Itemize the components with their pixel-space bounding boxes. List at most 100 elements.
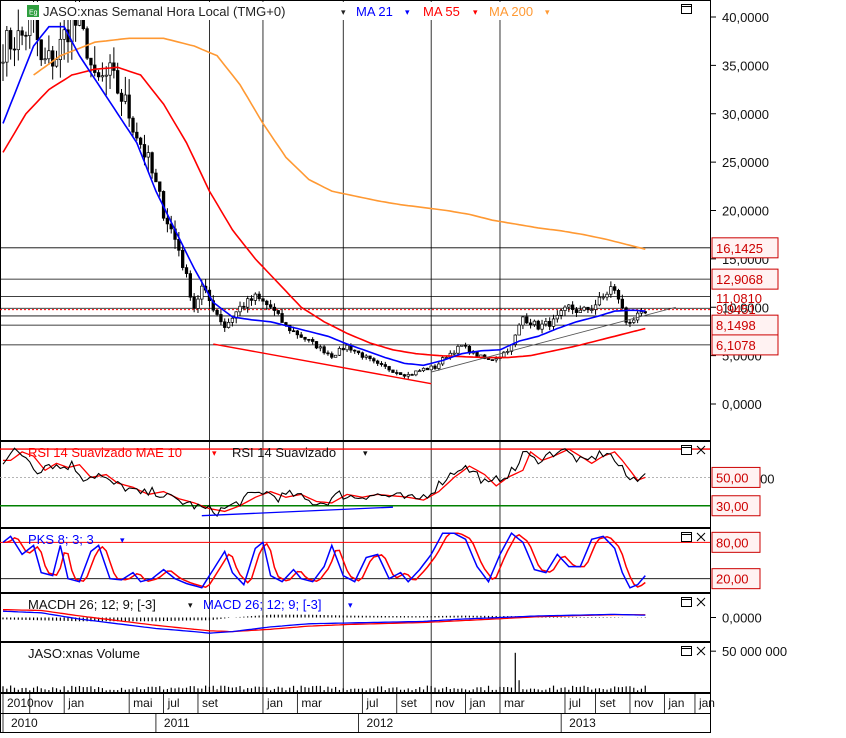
macdh-legend[interactable]: MACDH 26; 12; 9; [-3] xyxy=(28,597,156,612)
month-label: jan xyxy=(469,696,486,710)
rsi-panel-close-icon[interactable] xyxy=(696,445,706,455)
candle-body xyxy=(135,131,139,139)
indicator-layer xyxy=(0,447,710,692)
candle-body xyxy=(314,341,319,349)
candle-body xyxy=(406,374,410,377)
price-tag-label: 12,9068 xyxy=(716,272,763,287)
rsi-legend-smoothed-mae[interactable]: RSI 14 Suavizado MAE 10 xyxy=(28,445,182,460)
volume-y-tick-label: 50 000 000 xyxy=(722,644,787,659)
macdh-dropdown-icon[interactable]: ▾ xyxy=(188,600,193,610)
price-partial-label: 11,0810 xyxy=(716,291,762,306)
macd-panel-close-icon[interactable] xyxy=(696,597,706,607)
macd-line xyxy=(2,610,646,634)
price-layer xyxy=(1,0,676,385)
rsi-dropdown-icon-1[interactable]: ▾ xyxy=(212,448,217,458)
candle-body xyxy=(555,314,559,320)
macd-legend[interactable]: MACD 26; 12; 9; [-3] xyxy=(203,597,322,612)
pks-legend[interactable]: PKS 8; 3; 3 xyxy=(28,532,94,547)
candle-body xyxy=(196,298,200,309)
year-label: 2010 xyxy=(11,716,38,730)
ma21-dropdown-icon[interactable]: ▾ xyxy=(341,7,346,17)
month-label: jan xyxy=(266,696,283,710)
chart-title: JASO:xnas Semanal Hora Local (TMG+0) xyxy=(43,4,285,19)
candle-body xyxy=(456,345,460,354)
candle-body xyxy=(513,334,517,345)
volume-panel-maximize-button[interactable] xyxy=(681,646,692,656)
rsi-level-label: 30,00 xyxy=(716,499,749,514)
candle-body xyxy=(333,354,338,358)
rsi-dropdown-icon-2[interactable]: ▾ xyxy=(363,448,368,458)
panel-buttons xyxy=(681,4,706,656)
candle-body xyxy=(230,317,235,323)
macd-panel-maximize-button[interactable] xyxy=(681,597,692,607)
candle-body xyxy=(268,304,273,308)
candle-body xyxy=(601,296,605,299)
candle-body xyxy=(567,304,571,308)
year-label: 2013 xyxy=(569,716,596,730)
candle-body xyxy=(326,352,330,355)
candle-body xyxy=(372,358,376,362)
candle-body xyxy=(8,30,13,50)
price-tag-label: 8,1498 xyxy=(716,318,756,333)
rsi-panel-maximize-button[interactable] xyxy=(681,445,692,455)
price-tag-box xyxy=(711,237,779,259)
candle-body xyxy=(330,353,334,358)
header-background xyxy=(26,2,556,20)
volume-panel-close-icon[interactable] xyxy=(696,646,706,656)
candle-body xyxy=(540,323,544,330)
candle-body xyxy=(544,321,548,325)
rsi-smoothed-mae-line xyxy=(3,448,646,513)
candle-body xyxy=(39,39,43,61)
legend-ma200[interactable]: MA 200 xyxy=(489,4,533,19)
candle-body xyxy=(590,309,594,311)
candle-body xyxy=(12,48,17,51)
price-y-tick-label: 30,0000 xyxy=(722,107,769,122)
pks-panel-close-icon[interactable] xyxy=(696,532,706,542)
rsi-legend-smoothed[interactable]: RSI 14 Suavizado xyxy=(232,445,336,460)
volume-legend[interactable]: JASO:xnas Volume xyxy=(28,646,140,661)
price-y-tick-label: 20,0000 xyxy=(722,204,769,219)
candle-body xyxy=(521,316,525,326)
ma200-line xyxy=(33,37,646,250)
candle-body xyxy=(395,372,399,374)
candle-body xyxy=(570,304,575,310)
macd-header: MACDH 26; 12; 9; [-3] ▾ MACD 26; 12; 9; … xyxy=(28,597,353,612)
candle-body xyxy=(494,358,498,361)
candle-body xyxy=(181,249,185,268)
candle-body xyxy=(620,298,624,309)
price-y-tick-label: 25,0000 xyxy=(722,155,769,170)
chart-header: Eg JASO:xnas Semanal Hora Local (TMG+0) … xyxy=(26,2,556,20)
ma55-line xyxy=(2,66,646,359)
price-panel-maximize-button[interactable] xyxy=(681,4,692,14)
pks-panel-maximize-button[interactable] xyxy=(681,532,692,542)
candle-body xyxy=(116,70,120,94)
candle-body xyxy=(605,293,609,298)
candle-body xyxy=(353,349,357,352)
axis-layer: 0,00005,000010,000015,000020,000025,0000… xyxy=(2,10,787,733)
rsi-header: RSI 14 Suavizado MAE 10 ▾ RSI 14 Suaviza… xyxy=(28,445,368,460)
candle-body xyxy=(192,296,196,309)
candle-body xyxy=(559,310,563,316)
candle-body xyxy=(387,366,391,371)
price-tag-box xyxy=(711,268,779,290)
legend-ma55[interactable]: MA 55 xyxy=(423,4,460,19)
candle-body xyxy=(127,94,131,119)
rsi-trendline xyxy=(201,506,393,517)
candle-body xyxy=(47,50,51,60)
candle-body xyxy=(85,28,89,59)
candle-body xyxy=(490,359,494,361)
candle-body xyxy=(578,309,582,313)
candle-body xyxy=(165,217,170,225)
candle-body xyxy=(586,306,590,311)
pks-k-line xyxy=(2,532,646,589)
macd-dropdown-icon[interactable]: ▾ xyxy=(348,600,353,610)
legend-ma21[interactable]: MA 21 xyxy=(356,4,393,19)
month-label: set xyxy=(600,696,617,710)
candle-body xyxy=(593,304,598,310)
candle-body xyxy=(265,300,269,306)
candle-body xyxy=(360,352,365,358)
candle-body xyxy=(223,321,227,328)
pks-dropdown-icon[interactable]: ▾ xyxy=(120,535,125,545)
